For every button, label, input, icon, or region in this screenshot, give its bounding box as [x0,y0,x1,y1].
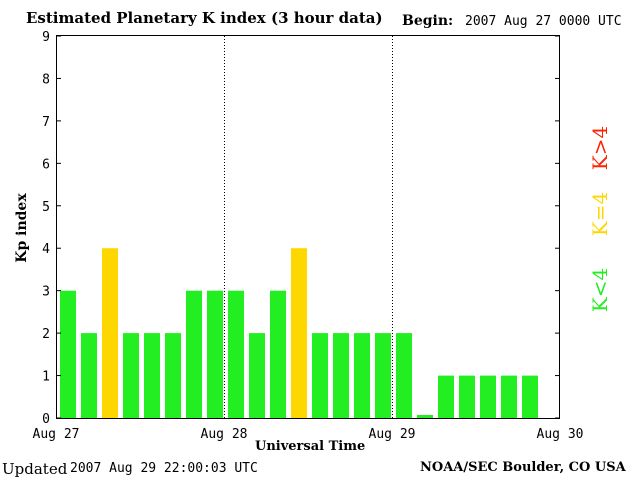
x-tick-label: Aug 27 [33,427,80,442]
kp-bar [291,248,307,418]
kp-bar [333,333,349,418]
y-tick-label: 0 [42,412,50,427]
kp-bar [522,375,538,418]
kp-bar [207,290,223,418]
kp-bar [186,290,202,418]
y-tick-label: 6 [42,157,50,172]
kp-bar [102,248,118,418]
kp-bar [312,333,328,418]
kp-bar [144,333,160,418]
kp-bar [249,333,265,418]
credit-text: NOAA/SEC Boulder, CO USA [420,460,626,475]
kp-bar [480,375,496,418]
x-tick-label: Aug 29 [369,427,416,442]
kp-bar [438,375,454,418]
y-tick-label: 1 [42,370,50,385]
begin-value: 2007 Aug 27 0000 UTC [465,14,622,29]
kp-bar [60,290,76,418]
kp-bar [417,415,433,418]
y-tick-label: 4 [42,242,50,257]
plot-frame [56,35,560,419]
kp-bar [375,333,391,418]
kp-bar [123,333,139,418]
kp-bar [501,375,517,418]
kp-bar [354,333,370,418]
x-axis-label: Universal Time [255,439,366,454]
updated-label: Updated [2,460,68,478]
y-tick-label: 5 [42,200,50,215]
y-tick-label: 7 [42,115,50,130]
begin-label: Begin: [402,13,454,29]
chart-title: Estimated Planetary K index (3 hour data… [26,9,383,27]
kp-bar [270,290,286,418]
updated-timestamp: 2007 Aug 29 22:00:03 UTC [70,461,258,476]
x-tick-label: Aug 30 [537,427,584,442]
y-tick-label: 3 [42,285,50,300]
x-tick-label: Aug 28 [201,427,248,442]
kp-bar [165,333,181,418]
y-tick-label: 9 [42,30,50,45]
kp-bar [81,333,97,418]
y-tick-label: 2 [42,327,50,342]
kp-bar [396,333,412,418]
y-tick-label: 8 [42,72,50,87]
kp-bar [459,375,475,418]
kp-bar [228,290,244,418]
